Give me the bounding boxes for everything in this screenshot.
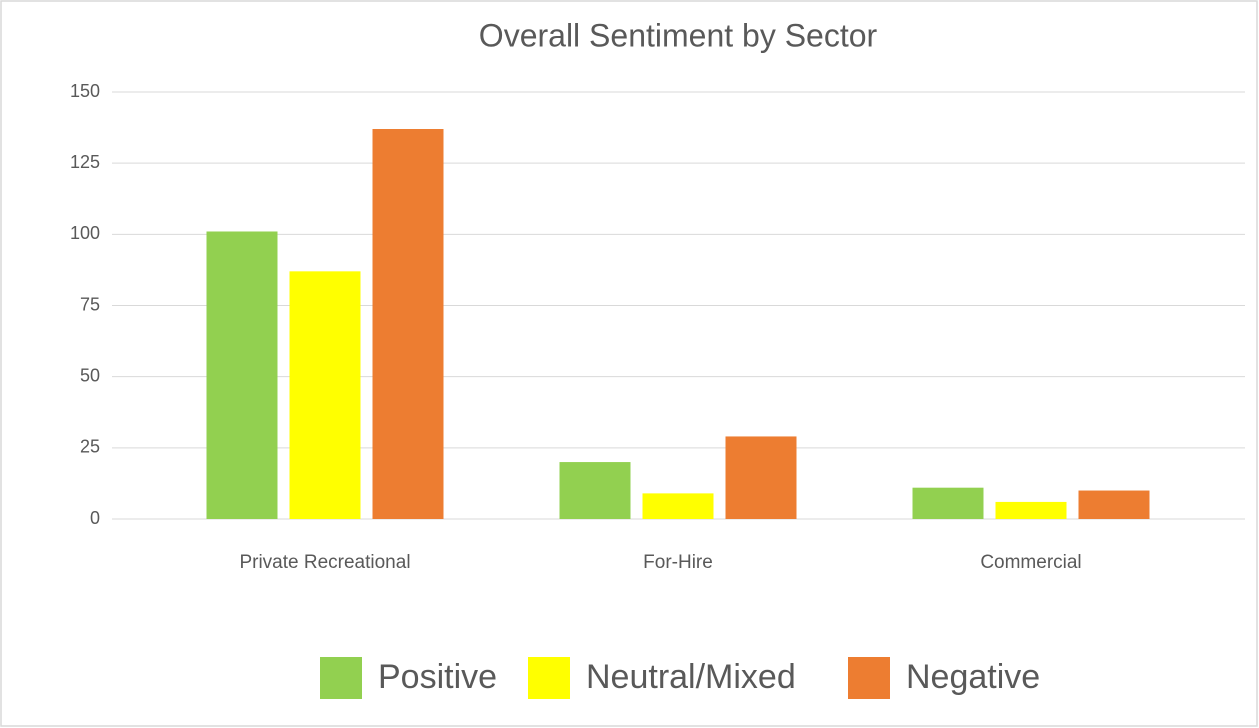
y-tick-label: 50 [80,365,100,385]
y-tick-label: 25 [80,437,100,457]
bar [1078,490,1150,519]
y-tick-label: 125 [70,152,100,172]
bar [206,231,278,519]
x-tick-label: Private Recreational [239,552,410,573]
bar [642,493,714,519]
y-tick-label: 150 [70,81,100,101]
legend-swatch [528,657,570,699]
y-tick-label: 75 [80,294,100,314]
legend-swatch [320,657,362,699]
legend-label: Negative [906,658,1040,696]
chart-title: Overall Sentiment by Sector [479,17,878,53]
bar [725,436,797,519]
legend-label: Positive [378,658,497,696]
bar [912,487,984,519]
x-tick-label: For-Hire [643,552,713,573]
bar [289,271,361,519]
bar [372,129,444,520]
y-tick-label: 100 [70,223,100,243]
bar [559,462,631,519]
y-tick-label: 0 [90,508,100,528]
legend-label: Neutral/Mixed [586,658,796,696]
x-tick-label: Commercial [980,552,1081,573]
legend-swatch [848,657,890,699]
bar [995,501,1067,519]
